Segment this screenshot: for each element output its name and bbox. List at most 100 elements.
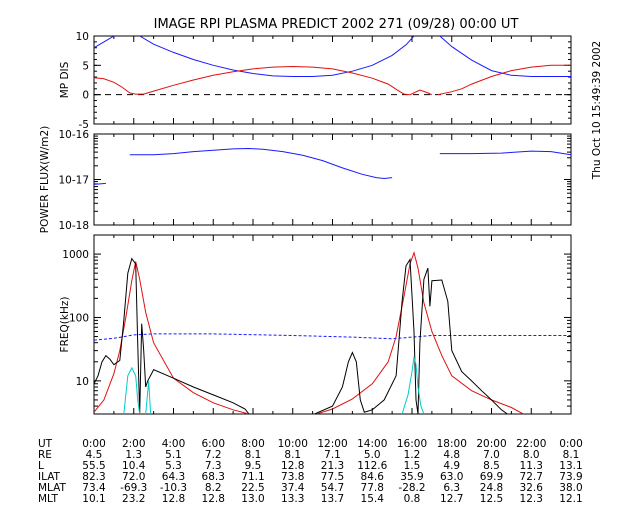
table-cell: 1.5 [404,460,421,472]
table-cell: 6.3 [443,482,460,494]
table-cell: 10:00 [278,438,308,450]
table-cell: 112.6 [357,460,387,472]
y-axis-label: MP DIS [59,61,71,98]
table-cell: 8.1 [245,449,262,461]
table-cell: 8.2 [205,482,222,494]
y-tick-label: 10-18 [58,220,89,232]
table-cell: 9.5 [245,460,262,472]
blue-series-line [139,36,415,77]
y-tick-label: 10-16 [58,129,89,141]
table-cell: 6:00 [201,438,225,450]
panel-frame [93,234,572,415]
table-row-label: L [38,460,44,472]
blue-series-line [94,182,106,185]
black-series-line [314,257,508,414]
table-cell: 32.6 [520,482,544,494]
table-cell: 2:00 [122,438,146,450]
table-cell: -28.2 [398,482,425,494]
ephemeris-table: UT 0:00 2:00 4:00 6:00 8:00 10:00 12:00 14:00 16:… [38,438,583,505]
table-cell: 22.5 [241,482,264,494]
timestamp-label: Thu Oct 10 15:49:39 2002 [591,41,603,180]
table-cell: 23.2 [122,493,145,505]
table-cell: 8.1 [563,449,580,461]
table-cell: 38.0 [559,482,582,494]
blue-series-line [439,36,571,77]
blue-series-line [439,150,571,156]
table-cell: 7.0 [483,449,500,461]
table-cell: 5.3 [165,460,182,472]
table-cell: 10.4 [122,460,146,472]
table-row-label: MLT [38,493,58,505]
table-cell: 24.8 [480,482,503,494]
table-cell: 14:00 [357,438,387,450]
red-series-line [437,64,571,96]
y-tick-label: 1000 [62,249,89,261]
y-tick-label: 5 [82,60,89,72]
table-cell: 0.8 [404,493,421,505]
table-cell: 1.2 [404,449,421,461]
table-cell: 20:00 [476,438,506,450]
table-cell: 82.3 [82,471,105,483]
table-cell: 8:00 [241,438,265,450]
table-row-label: UT [38,438,53,450]
table-cell: 12.7 [440,493,463,505]
table-cell: 13.1 [559,460,582,472]
table-cell: 12.8 [202,493,225,505]
table-cell: 10.1 [82,493,105,505]
red-series-line [94,65,433,96]
table-cell: 8.1 [284,449,301,461]
table-cell: 12.1 [559,493,582,505]
table-cell: 54.7 [321,482,344,494]
panel-frame [93,133,572,226]
blue-series-line [129,147,393,180]
table-cell: 12.8 [281,460,304,472]
y-tick-label: 10-17 [58,175,89,187]
table-cell: 12.5 [480,493,503,505]
table-cell: 13.7 [321,493,344,505]
panel-2: 10-16 10-17 10-18 POWER FLUX(W/m2) [39,126,572,234]
table-cell: 12.8 [162,493,185,505]
table-cell: 0:00 [559,438,583,450]
table-cell: 4:00 [162,438,186,450]
blue-series-line [94,36,115,49]
table-cell: 71.1 [241,471,264,483]
table-cell: 73.9 [559,471,582,483]
table-cell: 72.7 [520,471,543,483]
y-axis-label: FREQ(kHz) [59,297,71,353]
table-cell: 7.1 [324,449,341,461]
table-cell: 21.3 [321,460,344,472]
table-cell: 5.0 [364,449,381,461]
table-cell: 13.3 [281,493,304,505]
table-cell: 4.5 [86,449,103,461]
y-tick-label: 100 [69,312,89,324]
table-cell: 22:00 [516,438,546,450]
table-cell: 7.2 [205,449,222,461]
table-cell: 1.3 [125,449,142,461]
table-cell: -69.3 [120,482,147,494]
table-cell: 12.3 [520,493,543,505]
table-row-label: MLAT [38,482,67,494]
cyan-series-line [401,356,425,414]
cyan-series-line [145,380,152,414]
panel-1: 10 5 0 -5 MP DIS [59,31,572,131]
table-cell: 55.5 [82,460,105,472]
table-cell: 72.0 [122,471,145,483]
table-row-label: ILAT [38,471,61,483]
table-cell: 68.3 [202,471,225,483]
chart-title: IMAGE RPI PLASMA PREDICT 2002 271 (09/28… [154,17,519,32]
y-axis-label: POWER FLUX(W/m2) [39,126,51,234]
table-cell: 12:00 [317,438,347,450]
table-cell: 8.5 [483,460,500,472]
table-cell: 84.6 [361,471,385,483]
table-cell: 15.4 [361,493,385,505]
table-cell: 77.5 [321,471,344,483]
table-cell: 63.0 [440,471,463,483]
blue-series-line [94,333,571,341]
table-row-label: RE [38,449,52,461]
y-tick-label: 10 [76,376,89,388]
table-cell: 5.1 [165,449,182,461]
table-cell: 7.3 [205,460,222,472]
table-cell: 18:00 [437,438,467,450]
table-cell: 13.0 [241,493,264,505]
